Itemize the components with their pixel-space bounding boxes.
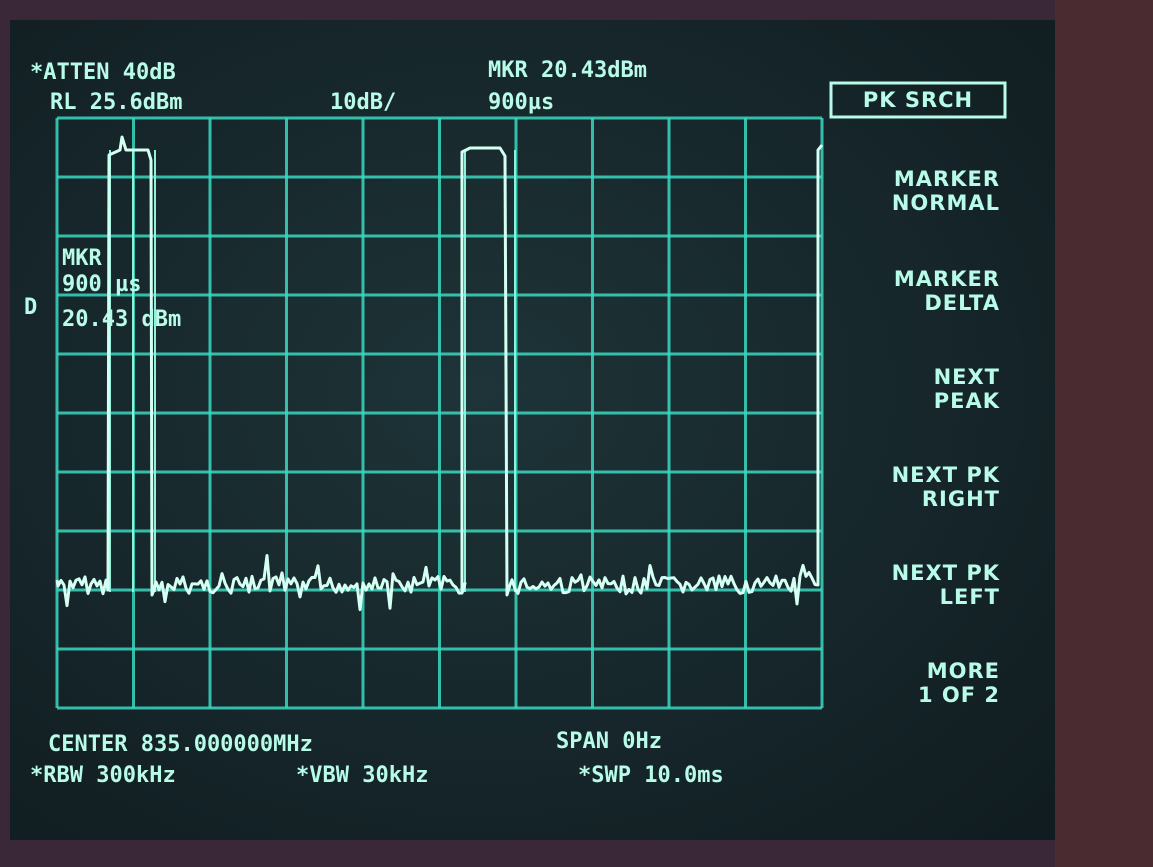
- atten: *ATTEN 40dB: [30, 60, 176, 85]
- screen-photo: *ATTEN 40dB RL 25.6dBm 10dB/ MKR 20.43dB…: [0, 0, 1153, 867]
- ref-level: RL 25.6dBm: [50, 90, 182, 115]
- center-freq: CENTER 835.000000MHz: [48, 732, 313, 757]
- crt-screen: [10, 20, 1055, 840]
- bezel-edge: [1055, 0, 1153, 867]
- softkey-label: NORMAL: [892, 191, 1000, 215]
- sweep: *SWP 10.0ms: [578, 763, 724, 788]
- softkey-label: DELTA: [924, 291, 1000, 315]
- span: SPAN 0Hz: [556, 729, 662, 754]
- softkey-label: PEAK: [934, 389, 1000, 413]
- menu-title: PK SRCH: [863, 88, 973, 112]
- marker-readout-line: 900 µs: [62, 272, 141, 297]
- scale: 10dB/: [330, 90, 396, 115]
- marker-readout-line: 20.43 dBm: [62, 307, 181, 332]
- softkey-label: MARKER: [894, 167, 1000, 191]
- softkey-label: RIGHT: [922, 487, 1000, 511]
- rbw: *RBW 300kHz: [30, 763, 176, 788]
- marker-readout-line: MKR: [62, 246, 102, 271]
- softkey-label: NEXT PK: [892, 463, 1000, 487]
- softkey-label: 1 OF 2: [918, 683, 1000, 707]
- softkey-label: MARKER: [894, 267, 1000, 291]
- softkey-label: LEFT: [940, 585, 1000, 609]
- softkey-label: NEXT: [934, 365, 1000, 389]
- detector: D: [24, 295, 37, 320]
- marker-value: MKR 20.43dBm: [488, 58, 647, 83]
- vbw: *VBW 30kHz: [296, 763, 428, 788]
- softkey-label: NEXT PK: [892, 561, 1000, 585]
- marker-time: 900µs: [488, 90, 554, 115]
- softkey-label: MORE: [927, 659, 1000, 683]
